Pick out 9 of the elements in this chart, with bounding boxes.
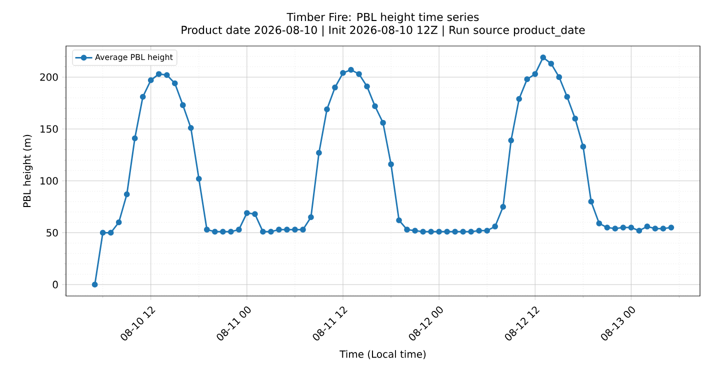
y-tick-label: 200 — [40, 73, 58, 81]
y-tick-label: 0 — [52, 280, 58, 288]
y-tick-label: 50 — [46, 228, 58, 236]
y-tick-label: 150 — [40, 125, 58, 133]
y-tick-label: 100 — [40, 177, 58, 185]
y-axis-title: PBL height (m) — [22, 134, 33, 207]
chart-title: Timber Fire: PBL height time series — [286, 12, 479, 24]
x-axis-title: Time (Local time) — [340, 350, 426, 360]
chart-subtitle: Product date 2026-08-10 | Init 2026-08-10 12Z | Run source product_date — [182, 26, 585, 36]
